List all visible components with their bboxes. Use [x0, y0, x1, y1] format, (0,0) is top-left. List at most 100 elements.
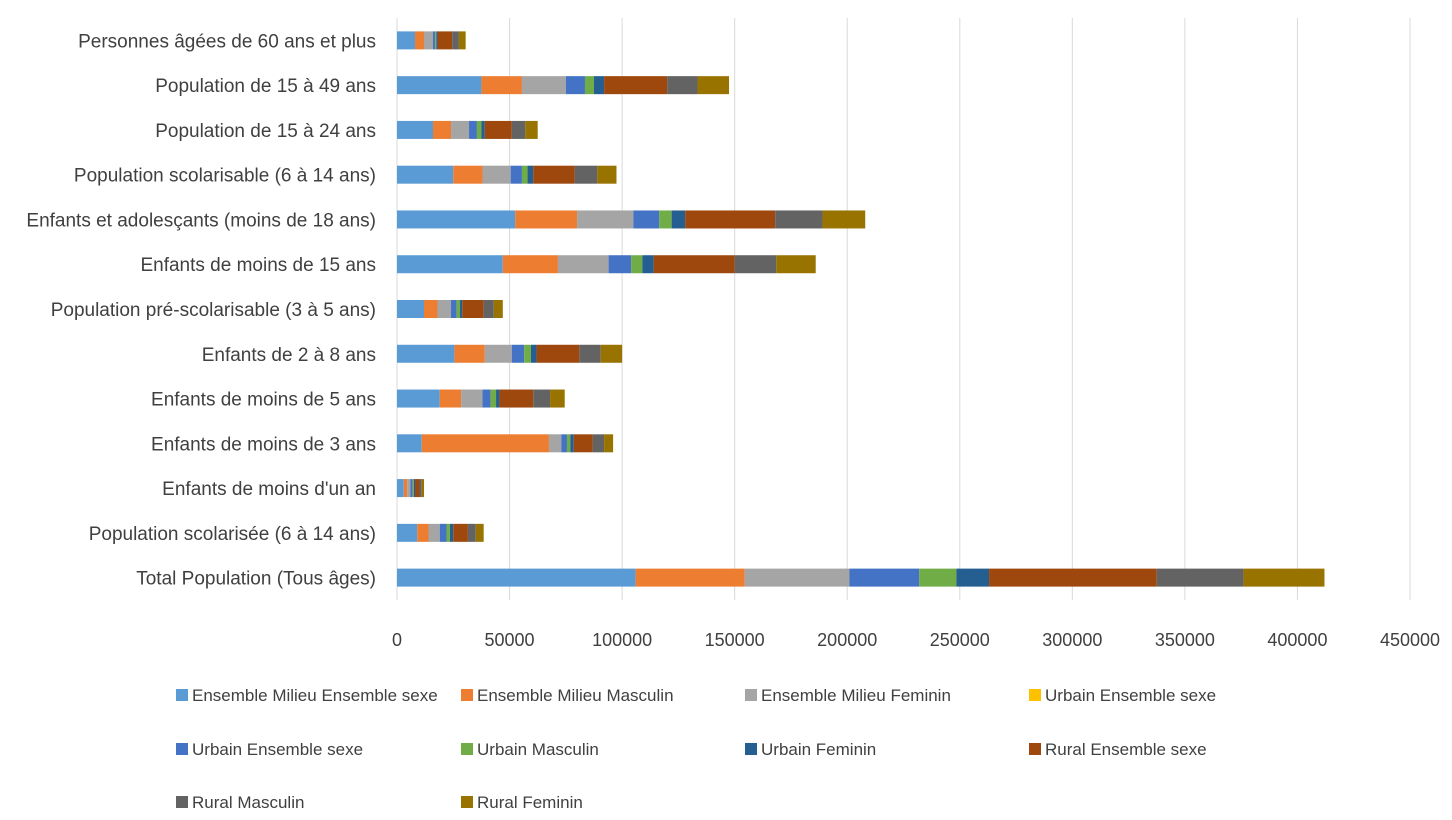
x-tick-label: 350000 [1155, 630, 1215, 650]
category-labels: Total Population (Tous âges) Population s… [26, 31, 376, 589]
bar-segment [397, 120, 434, 139]
bar-segment [421, 434, 549, 453]
bar-segment [577, 210, 634, 229]
bar-segment [428, 523, 440, 542]
bar-segment [527, 165, 534, 184]
bar-segment [584, 76, 594, 95]
bar-segment [604, 434, 614, 453]
bar-segment [452, 31, 459, 50]
legend-swatch [1029, 689, 1041, 701]
bar-segment [469, 120, 477, 139]
x-tick-label: 400000 [1267, 630, 1327, 650]
legend-item: Urbain Masculin [461, 740, 599, 759]
bar-segment [397, 434, 422, 453]
legend-item: Rural Masculin [176, 793, 304, 812]
category-label: Enfants de moins d'un an [162, 479, 376, 500]
category-label: Enfants de moins de 5 ans [151, 390, 376, 411]
bar-segment [642, 255, 654, 274]
bar-segment [775, 210, 823, 229]
bar-segment [397, 31, 416, 50]
bar-segment [515, 210, 578, 229]
bar-segment [511, 120, 526, 139]
bar-segment [412, 479, 414, 498]
bar-segment [573, 434, 593, 453]
bar-segment [849, 568, 920, 587]
bar-segment [397, 210, 516, 229]
bar-segment [397, 76, 482, 95]
legend-swatch [1029, 743, 1041, 755]
legend-item: Urbain Ensemble sexe [1029, 686, 1216, 705]
x-tick-label: 200000 [817, 630, 877, 650]
category-label: Population scolarisable (6 à 14 ans) [74, 166, 376, 187]
category-label: Population pré-scolarisable (3 à 5 ans) [51, 300, 376, 321]
legend-label: Urbain Ensemble sexe [1045, 686, 1216, 705]
bars [397, 31, 1325, 587]
bar-segment [482, 165, 511, 184]
bar-segment [566, 434, 571, 453]
legend-label: Urbain Feminin [761, 740, 876, 759]
legend-item: Urbain Ensemble sexe [176, 740, 363, 759]
bar-segment [671, 210, 686, 229]
bar-segment [579, 344, 601, 363]
bar-segment [437, 300, 452, 318]
bar-segment [451, 120, 470, 139]
gridlines [396, 18, 1411, 600]
bar-segment [454, 344, 485, 363]
bar-segment [439, 523, 447, 542]
bar-segment [433, 120, 452, 139]
legend-label: Rural Ensemble sexe [1045, 740, 1207, 759]
bar-segment [439, 389, 462, 408]
bar-segment [410, 479, 413, 498]
legend-swatch [745, 689, 757, 701]
legend-label: Rural Feminin [477, 793, 583, 812]
bar-segment [407, 479, 411, 498]
legend-swatch [176, 689, 188, 701]
legend-swatch [461, 796, 473, 808]
bar-segment [561, 434, 567, 453]
legend-label: Ensemble Milieu Feminin [761, 686, 951, 705]
category-label: Population de 15 à 24 ans [155, 121, 376, 142]
bar-segment [449, 523, 454, 542]
bar-segment [510, 165, 522, 184]
bar-segment [631, 255, 643, 274]
bar-segment [734, 255, 777, 274]
bar-segment [458, 31, 466, 50]
legend-label: Urbain Ensemble sexe [192, 740, 363, 759]
bar-segment [592, 434, 605, 453]
bar-segment [1156, 568, 1244, 587]
bar-segment [424, 31, 434, 50]
bar-segment [597, 165, 617, 184]
bar-segment [397, 344, 455, 363]
legend-label: Ensemble Milieu Ensemble sexe [192, 686, 438, 705]
bar-segment [574, 165, 598, 184]
bar-segment [451, 300, 457, 318]
bar-segment [635, 568, 745, 587]
bar-segment [744, 568, 850, 587]
x-tick-label: 50000 [485, 630, 535, 650]
bar-segment [511, 344, 525, 363]
bar-segment [499, 389, 534, 408]
bar-segment [493, 300, 503, 318]
bar-segment [956, 568, 990, 587]
bar-segment [446, 523, 450, 542]
bar-segment [570, 434, 574, 453]
legend-label: Ensemble Milieu Masculin [477, 686, 674, 705]
bar-segment [557, 255, 609, 274]
bar-segment [496, 389, 500, 408]
bar-segment [633, 210, 660, 229]
bar-segment [482, 389, 491, 408]
legend-swatch [461, 743, 473, 755]
legend-label: Rural Masculin [192, 793, 304, 812]
bar-segment [397, 479, 404, 498]
bar-segment [600, 344, 623, 363]
bar-segment [417, 523, 429, 542]
category-label: Personnes âgées de 60 ans et plus [78, 31, 376, 52]
x-tick-label: 250000 [930, 630, 990, 650]
bar-segment [453, 165, 483, 184]
bar-segment [548, 434, 562, 453]
legend-item: Rural Ensemble sexe [1029, 740, 1207, 759]
bar-segment [460, 300, 463, 318]
bar-segment [397, 300, 425, 318]
bar-segment [419, 479, 422, 498]
